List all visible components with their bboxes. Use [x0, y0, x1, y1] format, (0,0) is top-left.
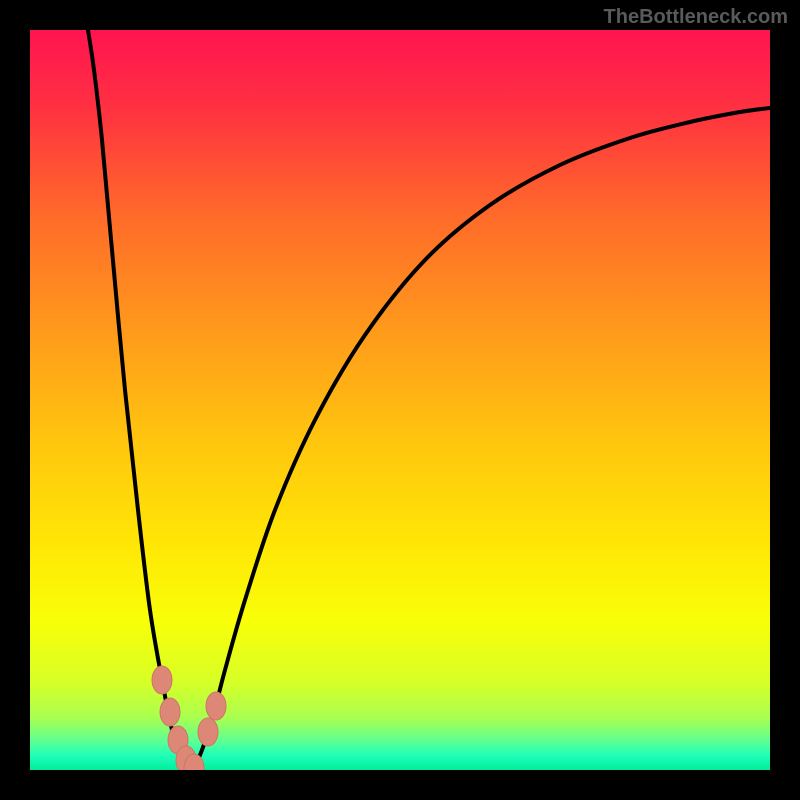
curve-marker	[198, 718, 218, 746]
curve-marker	[160, 698, 180, 726]
marker-group	[152, 666, 226, 770]
chart-frame: TheBottleneck.com	[0, 0, 800, 800]
watermark-text: TheBottleneck.com	[604, 6, 788, 29]
plot-area	[30, 30, 770, 770]
curve-marker	[206, 692, 226, 720]
curve-marker	[152, 666, 172, 694]
curve-layer	[30, 30, 770, 770]
bottleneck-curve	[88, 30, 770, 768]
